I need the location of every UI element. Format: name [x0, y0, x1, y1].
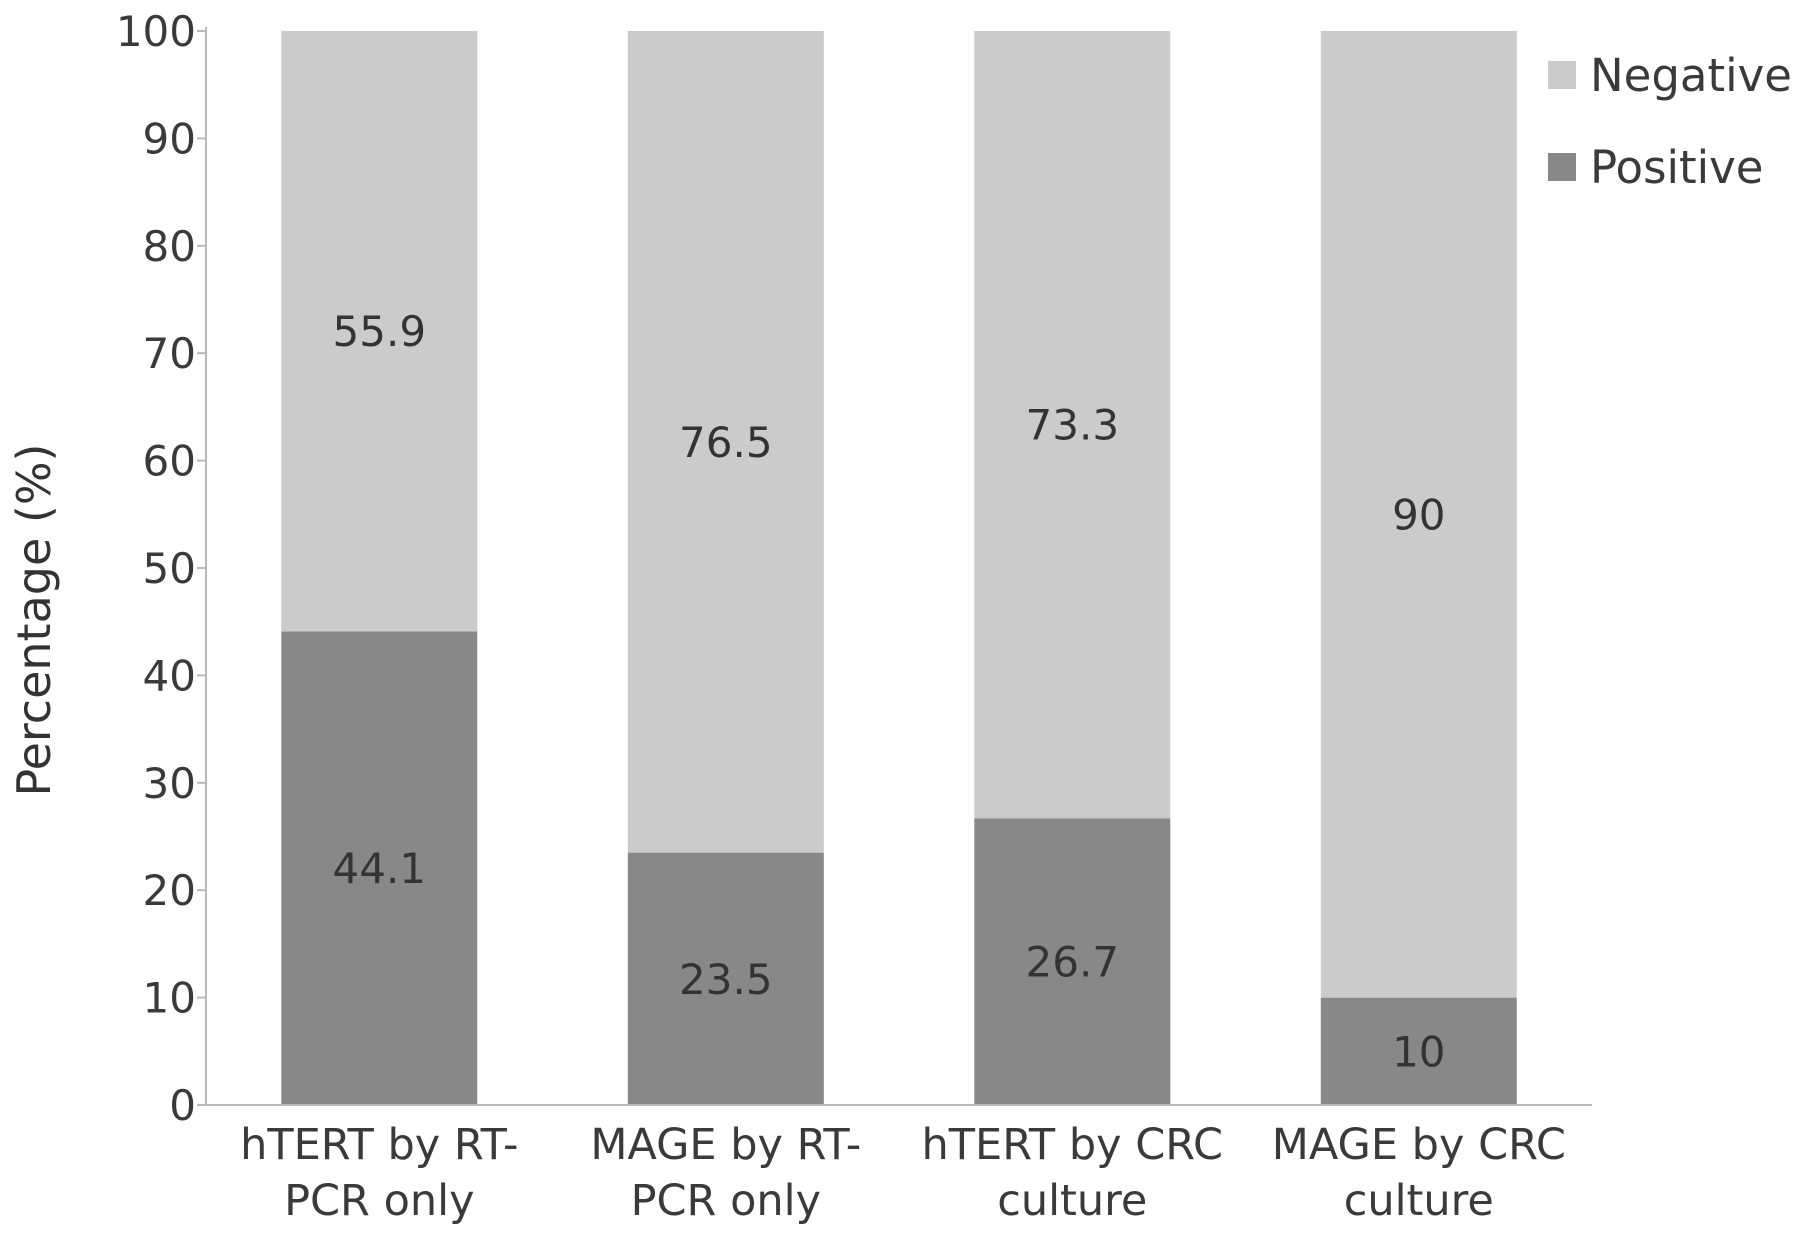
- bar-negative-3: [974, 31, 1171, 819]
- y-tick-label-40: 40: [143, 651, 196, 700]
- data-label-negative-4: 90: [1392, 490, 1445, 539]
- y-tick-label-50: 50: [143, 544, 196, 593]
- data-label-negative-2: 76.5: [679, 418, 773, 467]
- bar-negative-2: [627, 31, 824, 853]
- data-label-positive-4: 10: [1392, 1027, 1445, 1076]
- y-tick-label-70: 70: [143, 329, 196, 378]
- x-category-label-1-line-2: PCR only: [284, 1176, 474, 1226]
- data-label-positive-2: 23.5: [679, 955, 773, 1004]
- data-label-negative-3: 73.3: [1026, 401, 1120, 450]
- bar-positive-2: [627, 852, 824, 1105]
- x-category-label-4-line-1: MAGE by CRC: [1272, 1120, 1566, 1170]
- x-category-label-3-line-2: culture: [997, 1176, 1147, 1226]
- y-tick-label-0: 0: [169, 1081, 196, 1130]
- data-label-positive-3: 26.7: [1026, 938, 1120, 987]
- x-category-label-2-line-1: MAGE by RT-: [590, 1120, 861, 1170]
- y-tick-label-30: 30: [143, 759, 196, 808]
- legend-swatch-negative: [1548, 61, 1576, 89]
- x-category-label-3-line-1: hTERT by CRC: [922, 1120, 1224, 1170]
- legend: Negative Positive: [1548, 49, 1792, 194]
- bar-negative-4: [1320, 31, 1517, 998]
- legend-label-negative: Negative: [1590, 49, 1792, 102]
- y-axis-title: Percentage (%): [7, 444, 61, 797]
- legend-label-positive: Positive: [1590, 141, 1763, 194]
- legend-swatch-positive: [1548, 153, 1576, 181]
- data-label-negative-1: 55.9: [333, 307, 427, 356]
- bar-positive-1: [281, 631, 478, 1105]
- y-tick-label-80: 80: [143, 222, 196, 271]
- bar-negative-1: [281, 31, 478, 632]
- y-tick-label-100: 100: [116, 7, 196, 56]
- y-tick-label-20: 20: [143, 866, 196, 915]
- data-labels-group: 44.1 55.9 23.5 76.5 26.7 73.3 10 90: [333, 307, 1446, 1076]
- bars-group: [281, 31, 1517, 1105]
- bar-positive-4: [1320, 997, 1517, 1105]
- x-categories-group: hTERT by RT- PCR only MAGE by RT- PCR only h…: [240, 1120, 1566, 1226]
- y-tick-label-10: 10: [143, 974, 196, 1023]
- x-category-label-4-line-2: culture: [1344, 1176, 1494, 1226]
- data-label-positive-1: 44.1: [333, 844, 427, 893]
- bar-positive-3: [974, 818, 1171, 1105]
- x-category-label-2-line-2: PCR only: [631, 1176, 821, 1226]
- y-ticks-group: 0 10 20 30 40 50 60 70 80 90 100: [116, 7, 206, 1130]
- x-category-label-1-line-1: hTERT by RT-: [240, 1120, 518, 1170]
- axes-group: [205, 27, 1592, 1106]
- y-tick-label-60: 60: [143, 437, 196, 486]
- y-tick-label-90: 90: [143, 114, 196, 163]
